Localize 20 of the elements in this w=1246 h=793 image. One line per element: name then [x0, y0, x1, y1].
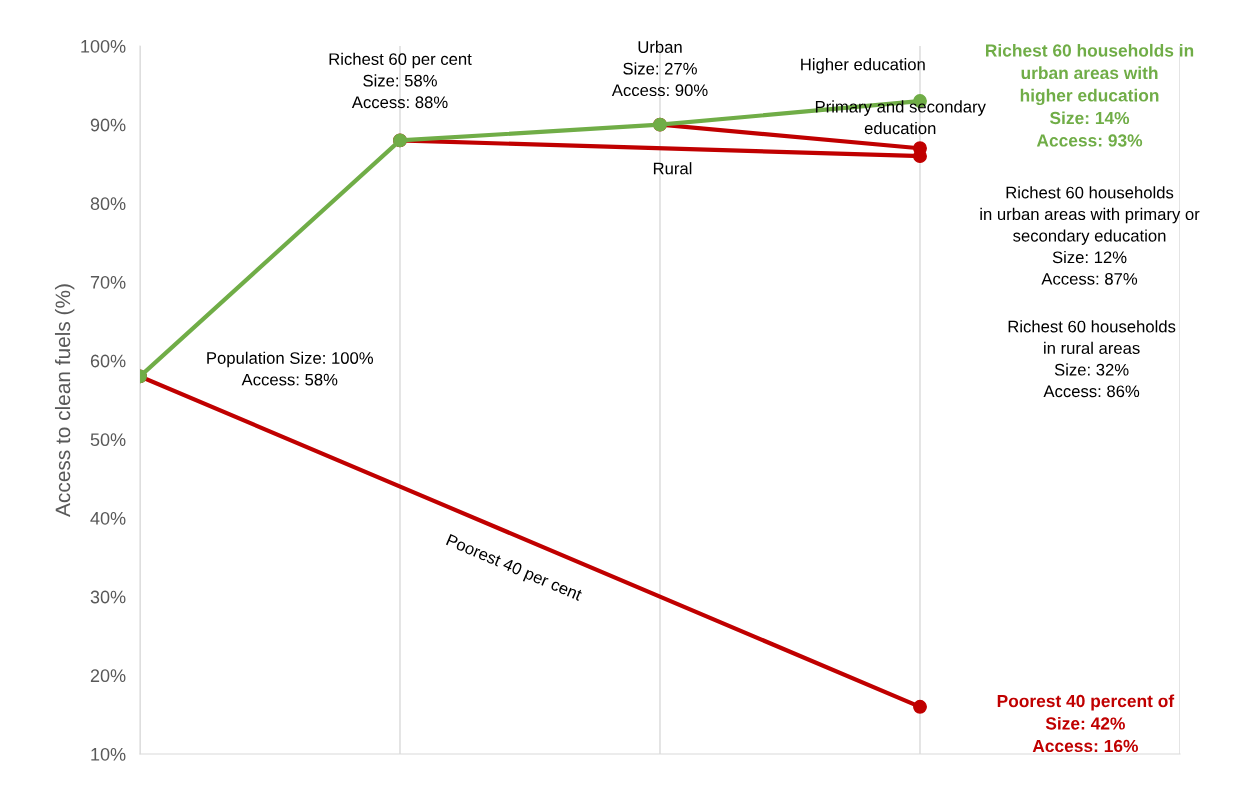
annotation: Urban Size: 27% Access: 90% — [611, 40, 708, 97]
annotation: Richest 60 per cent Size: 58% Access: 88% — [329, 52, 472, 109]
y-tick-label: 80% — [90, 197, 126, 211]
annotation: Rural — [653, 162, 692, 175]
annotation: Higher education — [801, 58, 925, 74]
text: Richest 60 households in urban areas with higher education Size: 14% Access: 93% — [986, 43, 1194, 147]
y-tick-label: 30% — [90, 590, 126, 604]
y-tick-label: 100% — [81, 39, 126, 53]
y-axis-title: Access to clean fuels (%) — [54, 284, 75, 517]
annotation: Population Size: 100% Access: 58% — [207, 351, 374, 386]
y-tick-label: 90% — [90, 118, 126, 132]
annotation: Richest 60 households in rural areas Size: 32% Access: 86% — [1008, 320, 1176, 398]
y-tick-label: 10% — [91, 747, 126, 761]
y-tick-label: 50% — [90, 433, 126, 447]
text: Poorest 40 percent of Size: 42% Access: 16% — [997, 694, 1175, 753]
y-tick-label: 40% — [90, 511, 126, 525]
y-tick-label: 60% — [90, 354, 126, 368]
y-tick-label: 70% — [90, 275, 126, 289]
annotation: Richest 60 households in urban areas with primary or secondary education Size: 12% Access: 87% — [980, 186, 1200, 285]
y-tick-label: 20% — [90, 669, 126, 683]
